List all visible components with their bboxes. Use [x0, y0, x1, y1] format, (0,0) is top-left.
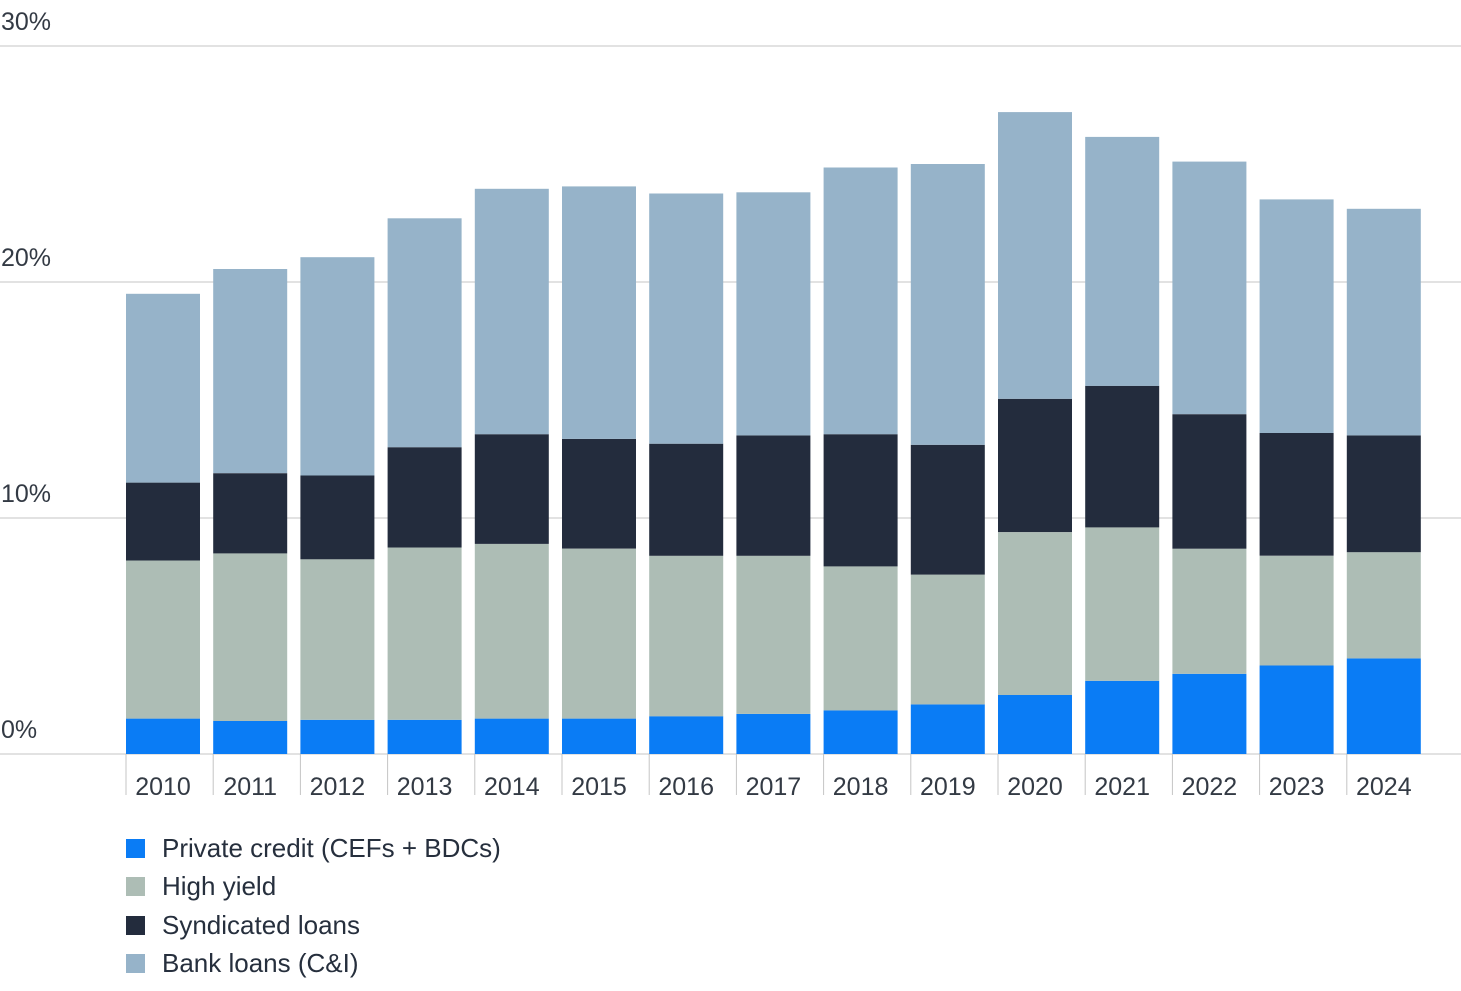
bar-segment — [1259, 555, 1334, 666]
legend-swatch — [126, 838, 145, 858]
x-tick-label: 2021 — [1094, 773, 1150, 800]
x-tick-label: 2022 — [1182, 773, 1238, 800]
bar-segment — [387, 447, 462, 548]
legend-label: Private credit (CEFs + BDCs) — [162, 832, 501, 863]
bar-segment — [213, 553, 288, 721]
x-tick-label: 2020 — [1007, 773, 1063, 800]
bar-segment — [998, 532, 1072, 695]
bar-segment — [1259, 665, 1334, 754]
bar-segment — [910, 164, 985, 445]
bar-segment — [1172, 161, 1247, 415]
bar-segment — [649, 193, 724, 444]
bar-segment — [300, 257, 375, 476]
bar-segment — [300, 719, 375, 754]
bar-segment — [649, 443, 724, 556]
x-tick-label: 2015 — [571, 773, 627, 800]
legend-label: High yield — [162, 871, 277, 902]
bar-segment — [1346, 435, 1421, 553]
bar-segment — [300, 559, 375, 720]
bar-segment — [562, 186, 636, 439]
legend-swatch — [126, 915, 145, 935]
x-tick-label: 2011 — [223, 773, 277, 800]
bar-segment — [736, 713, 811, 754]
x-tick-label: 2019 — [920, 773, 976, 800]
bar-segment — [126, 293, 200, 483]
bar-segment — [213, 269, 288, 474]
bar-segment — [387, 719, 462, 754]
bar-segment — [736, 435, 811, 556]
bar-segment — [387, 218, 462, 448]
bar-segment — [736, 192, 811, 436]
bar-segment — [562, 438, 636, 549]
legend-item: High yield — [126, 868, 501, 907]
bar-segment — [1346, 552, 1421, 659]
bar-segment — [126, 482, 200, 561]
bar-segment — [1346, 658, 1421, 754]
bar-segment — [1085, 527, 1160, 681]
x-tick-label: 2010 — [135, 773, 191, 800]
bar-segment — [213, 721, 288, 754]
bar-segment — [562, 548, 636, 719]
y-tick-label: 20% — [1, 244, 51, 272]
x-tick-label: 2017 — [746, 773, 802, 800]
y-tick-label: 30% — [1, 8, 51, 36]
legend-swatch — [126, 877, 145, 897]
x-tick-label: 2012 — [310, 773, 366, 800]
bar-segment — [823, 566, 898, 711]
bar-segment — [910, 704, 985, 754]
y-tick-label: 0% — [1, 716, 37, 744]
bar-segment — [736, 555, 811, 714]
bar-segment — [474, 188, 549, 435]
bar-segment — [823, 434, 898, 567]
bar-segment — [300, 475, 375, 560]
x-tick-label: 2013 — [397, 773, 453, 800]
bar-segment — [1346, 208, 1421, 436]
x-tick-label: 2024 — [1356, 773, 1412, 800]
bar-segment — [213, 473, 288, 554]
x-tick-label: 2016 — [658, 773, 714, 800]
bar-segment — [126, 560, 200, 719]
legend-label: Bank loans (C&I) — [162, 948, 359, 979]
legend-item: Syndicated loans — [126, 906, 501, 945]
legend: Private credit (CEFs + BDCs) High yield Sy… — [126, 829, 501, 983]
bar-segment — [474, 544, 549, 719]
y-tick-label: 10% — [1, 480, 51, 508]
bar-segment — [474, 718, 549, 754]
bar-segment — [823, 710, 898, 754]
bar-segment — [998, 112, 1072, 399]
legend-swatch — [126, 954, 145, 974]
bar-segment — [1085, 385, 1160, 528]
legend-item: Private credit (CEFs + BDCs) — [126, 829, 501, 868]
bar-segment — [1085, 680, 1160, 754]
x-tick-label: 2014 — [484, 773, 540, 800]
x-tick-label: 2023 — [1269, 773, 1325, 800]
bar-segment — [910, 574, 985, 705]
bar-segment — [649, 716, 724, 754]
bar-segment — [562, 718, 636, 754]
stacked-bar-chart: 0% 10% 20% 30% 2010 2011 2012 2013 2014 2015 2016 2… — [0, 8, 1461, 800]
bar-segment — [474, 434, 549, 544]
bar-segment — [1172, 548, 1247, 674]
bar-segment — [126, 718, 200, 754]
bar-segment — [1259, 199, 1334, 433]
bar-segment — [910, 444, 985, 575]
bar-segment — [1259, 433, 1334, 556]
bar-segment — [998, 695, 1072, 754]
x-tick-label: 2018 — [833, 773, 889, 800]
bar-segment — [387, 547, 462, 720]
bar-segment — [1172, 414, 1247, 549]
legend-item: Bank loans (C&I) — [126, 945, 501, 984]
bar-segment — [823, 167, 898, 435]
bar-segment — [998, 398, 1072, 533]
bar-segment — [1172, 673, 1247, 754]
bar-segment — [1085, 136, 1160, 386]
bar-segment — [649, 555, 724, 717]
legend-label: Syndicated loans — [162, 909, 361, 940]
